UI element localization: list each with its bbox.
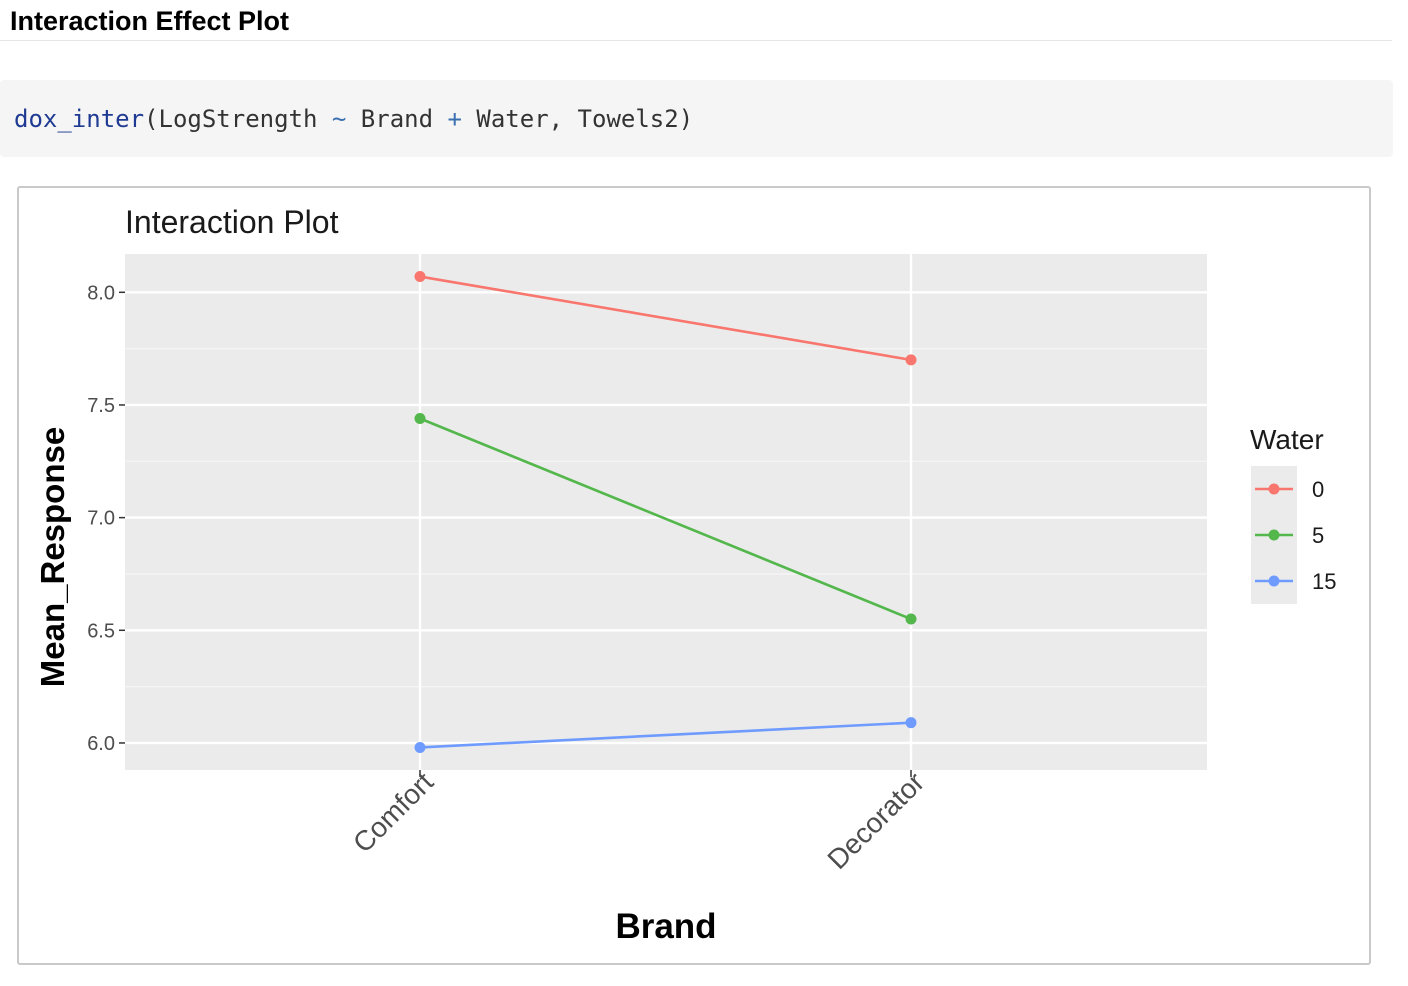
legend-key-point [1268, 483, 1280, 495]
code-args-open: (LogStrength [144, 104, 332, 133]
x-tick-label: Decorator [821, 766, 930, 875]
y-tick-label: 6.0 [87, 733, 115, 755]
section-heading: Interaction Effect Plot [10, 6, 290, 36]
code-args-mid2: Water, Towels2) [461, 104, 694, 133]
legend-key-point [1268, 529, 1280, 541]
plot-output-frame: Interaction Plot 6.0 6.5 7.0 7.5 8.0 Comfort… [17, 186, 1371, 965]
y-tick-label: 7.0 [87, 508, 115, 530]
y-tick-label: 6.5 [87, 620, 115, 642]
data-point-water-5 [414, 412, 426, 424]
series-line-water-15 [419, 721, 912, 749]
data-point-water-0 [414, 271, 426, 283]
heading-divider [0, 40, 1392, 41]
code-args-mid1: Brand [346, 104, 448, 133]
x-axis-title: Brand [615, 907, 716, 946]
legend-key-point [1268, 575, 1280, 587]
legend-label-water-15: 15 [1312, 569, 1336, 594]
data-point-water-15 [905, 717, 917, 729]
legend-label-water-0: 0 [1312, 477, 1324, 502]
chart-title: Interaction Plot [125, 204, 339, 240]
legend-title: Water [1250, 424, 1324, 455]
data-point-water-5 [905, 613, 917, 625]
interaction-plot: Interaction Plot 6.0 6.5 7.0 7.5 8.0 Comfort… [34, 204, 1336, 946]
code-chunk: dox_inter (LogStrength ~ Brand + Water, T… [0, 80, 1393, 157]
legend-label-water-5: 5 [1312, 523, 1324, 548]
code-plus-operator: + [447, 104, 462, 133]
series-line-water-0 [419, 275, 912, 362]
series-line-water-5 [419, 417, 912, 621]
data-point-water-0 [905, 354, 917, 366]
code-tilde-operator: ~ [331, 104, 347, 133]
y-tick-label: 8.0 [87, 282, 115, 304]
x-tick-label: Comfort [347, 766, 439, 858]
plot-panel-background [125, 254, 1207, 770]
code-function-name: dox_inter [14, 104, 145, 133]
y-tick-label: 7.5 [87, 395, 115, 417]
y-axis-title: Mean_Response [34, 427, 71, 687]
data-point-water-15 [414, 741, 426, 753]
